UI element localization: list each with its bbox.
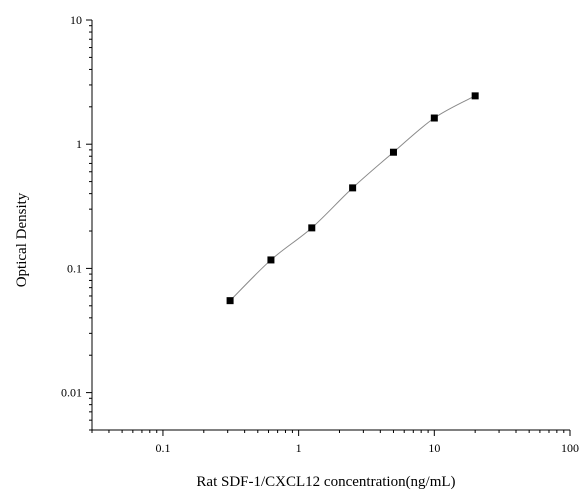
data-point-marker <box>308 224 316 232</box>
data-point-marker <box>389 148 397 156</box>
data-point-marker <box>430 114 438 122</box>
y-axis-title: Optical Density <box>14 192 30 287</box>
data-point-marker <box>267 256 275 264</box>
x-tick-label: 1 <box>296 441 302 455</box>
data-point-marker <box>226 297 234 305</box>
y-tick-label: 10 <box>70 13 82 27</box>
axes-layer <box>86 19 571 436</box>
fit-curve <box>229 95 476 302</box>
data-points-layer <box>226 92 479 305</box>
data-point-marker <box>349 184 357 192</box>
x-tick-label: 0.1 <box>155 441 170 455</box>
x-tick-label: 10 <box>428 441 440 455</box>
fit-curve-layer <box>229 95 476 302</box>
x-axis-title: Rat SDF-1/CXCL12 concentration(ng/mL) <box>196 474 455 490</box>
labels-layer: Rat SDF-1/CXCL12 concentration(ng/mL) Op… <box>14 13 579 490</box>
y-tick-label: 0.1 <box>67 261 82 275</box>
y-tick-label: 1 <box>76 137 82 151</box>
x-tick-label: 100 <box>561 441 579 455</box>
data-point-marker <box>471 92 479 100</box>
y-tick-label: 0.01 <box>61 386 82 400</box>
